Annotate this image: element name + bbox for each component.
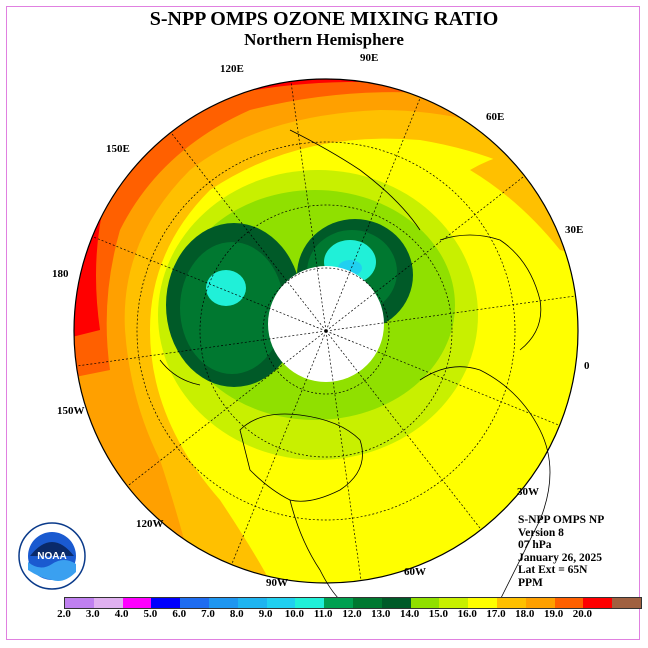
colorbar xyxy=(64,597,642,609)
colorbar-swatch xyxy=(151,598,181,608)
info-lat-ext: Lat Ext = 65N xyxy=(518,564,588,577)
latitude-circle xyxy=(262,267,390,395)
colorbar-tick-label: 17.0 xyxy=(486,608,506,620)
noaa-logo-text: NOAA xyxy=(37,551,66,562)
colorbar-tick-label: 3.0 xyxy=(85,608,100,620)
latitude-circle xyxy=(136,141,516,521)
info-date: January 26, 2025 xyxy=(518,551,603,564)
lon-label-120e: 120E xyxy=(220,63,244,75)
latitude-circle xyxy=(199,204,453,458)
colorbar-tick-label: 16.0 xyxy=(457,608,477,620)
lon-label-150w: 150W xyxy=(57,405,85,417)
colorbar-swatch xyxy=(612,598,641,608)
colorbar-tick-label: 9.0 xyxy=(258,608,273,620)
colorbar-swatch xyxy=(324,598,353,608)
lon-label-60w: 60W xyxy=(404,566,426,578)
info-version: Version 8 xyxy=(518,526,564,539)
colorbar-tick-label: 18.0 xyxy=(515,608,535,620)
colorbar-swatch xyxy=(583,598,613,608)
colorbar-swatch xyxy=(122,598,152,608)
colorbar-tick-label: 19.0 xyxy=(543,608,564,620)
lon-label-30e: 30E xyxy=(565,224,584,236)
lon-label-90e: 90E xyxy=(360,52,379,64)
meridian-line xyxy=(325,97,421,332)
meridian-line xyxy=(127,330,327,487)
noaa-logo: NOAA xyxy=(18,522,86,590)
colorbar-tick-label: 2.0 xyxy=(57,608,71,620)
colorbar-swatch xyxy=(237,598,267,608)
graticule xyxy=(76,81,576,581)
colorbar-tick-label: 4.0 xyxy=(114,608,129,620)
lon-label-30w: 30W xyxy=(517,486,539,498)
colorbar-swatch xyxy=(525,598,555,608)
meridian-line xyxy=(325,295,576,332)
colorbar-swatch xyxy=(295,598,325,608)
colorbar-swatch xyxy=(468,598,497,608)
meridian-line xyxy=(290,81,327,332)
info-units: PPM xyxy=(518,576,543,589)
figure-frame xyxy=(6,6,640,640)
colorbar-tick-label: 13.0 xyxy=(371,608,391,620)
colorbar-swatch xyxy=(93,598,123,608)
colorbar-tick-label: 11.0 xyxy=(313,608,333,620)
coastlines xyxy=(159,129,551,601)
lon-label-120w: 120W xyxy=(136,518,164,530)
meridian-line xyxy=(325,330,560,426)
meridian-line xyxy=(76,330,327,367)
colorbar-swatch xyxy=(439,598,469,608)
lon-label-60e: 60E xyxy=(486,111,505,123)
meridian-line xyxy=(325,330,362,581)
map-subtitle: Northern Hemisphere xyxy=(244,30,404,49)
colorbar-swatch xyxy=(554,598,584,608)
colorbar-tick-label: 14.0 xyxy=(399,608,420,620)
meridian-line xyxy=(92,236,327,332)
meridian-line xyxy=(170,132,327,332)
colorbar-swatch xyxy=(381,598,411,608)
colorbar-tick-label: 6.0 xyxy=(172,608,187,620)
colorbar-swatch xyxy=(65,598,94,608)
lon-label-180: 180 xyxy=(52,268,69,280)
colorbar-swatch xyxy=(496,598,526,608)
colorbar-swatch xyxy=(352,598,382,608)
info-instrument: S-NPP OMPS NP xyxy=(518,514,605,526)
info-block: S-NPP OMPS NP Version 8 07 hPa January 2… xyxy=(518,514,604,590)
colorbar-swatch xyxy=(180,598,209,608)
colorbar-swatch xyxy=(208,598,238,608)
meridian-line xyxy=(231,330,327,565)
colorbar-tick-label: 10.0 xyxy=(284,608,305,620)
info-pressure: 07 hPa xyxy=(518,539,552,552)
colorbar-swatch xyxy=(266,598,296,608)
colorbar-tick-label: 5.0 xyxy=(143,608,158,620)
lon-label-0: 0 xyxy=(584,360,590,372)
colorbar-tick-label: 8.0 xyxy=(229,608,244,620)
colorbar-tick-label: 20.0 xyxy=(572,608,593,620)
map-boundary xyxy=(73,78,579,584)
colorbar-tick-label: 15.0 xyxy=(428,608,449,620)
colorbar-tick-label: 7.0 xyxy=(201,608,215,620)
colorbar-tick-label: 12.0 xyxy=(342,608,362,620)
lon-label-90w: 90W xyxy=(266,577,288,589)
map-title: S-NPP OMPS OZONE MIXING RATIO xyxy=(149,8,499,30)
colorbar-swatch xyxy=(410,598,440,608)
lon-label-150e: 150E xyxy=(106,143,130,155)
